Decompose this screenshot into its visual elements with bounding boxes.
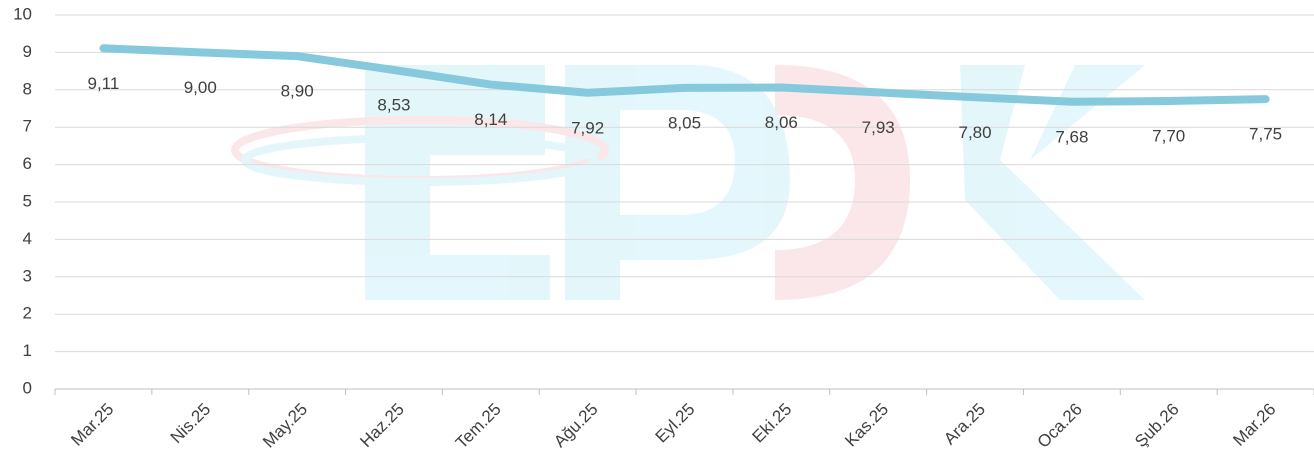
- y-tick-label: 9: [23, 42, 32, 61]
- line: [99, 44, 1270, 106]
- data-label: 9,00: [184, 78, 217, 97]
- y-tick-label: 1: [23, 341, 32, 360]
- watermark: [231, 65, 1145, 300]
- data-label: 8,06: [765, 113, 798, 132]
- x-tick-label: Oca.26: [1034, 400, 1086, 452]
- x-tick-label: Şub.26: [1131, 400, 1183, 452]
- data-label: 7,92: [571, 118, 604, 137]
- x-tick-label: May.25: [259, 400, 311, 452]
- y-tick-label: 7: [23, 117, 32, 136]
- x-tick-label: Eyl.25: [652, 400, 699, 447]
- data-label: 7,70: [1152, 127, 1185, 146]
- x-tick-label: Ara.25: [940, 400, 989, 449]
- data-label: 8,90: [281, 82, 314, 101]
- data-label: 7,93: [862, 118, 895, 137]
- y-tick-label: 3: [23, 266, 32, 285]
- x-tick-label: Mar.26: [1229, 400, 1279, 450]
- x-tick-label: Eki.25: [748, 400, 795, 447]
- data-label: 8,05: [668, 113, 701, 132]
- x-tick-label: Kas.25: [841, 400, 892, 451]
- y-tick-label: 0: [23, 378, 32, 397]
- data-label: 8,53: [377, 95, 410, 114]
- data-label: 8,14: [474, 110, 507, 129]
- x-tick-label: Nis.25: [167, 400, 215, 448]
- data-label: 9,11: [88, 74, 120, 93]
- y-tick-label: 2: [23, 304, 32, 323]
- y-tick-label: 4: [23, 229, 32, 248]
- y-tick-label: 10: [13, 4, 32, 23]
- data-label: 7,68: [1055, 127, 1088, 146]
- x-tick-label: Haz.25: [356, 400, 408, 452]
- x-tick-label: Ağu.25: [550, 400, 602, 452]
- data-label: 7,75: [1249, 125, 1282, 144]
- y-tick-label: 8: [23, 79, 32, 98]
- data-label: 7,80: [958, 123, 991, 142]
- y-tick-label: 6: [23, 154, 32, 173]
- x-tick-label: Mar.25: [67, 400, 117, 450]
- y-tick-label: 5: [23, 191, 32, 210]
- x-tick-label: Tem.25: [452, 400, 505, 453]
